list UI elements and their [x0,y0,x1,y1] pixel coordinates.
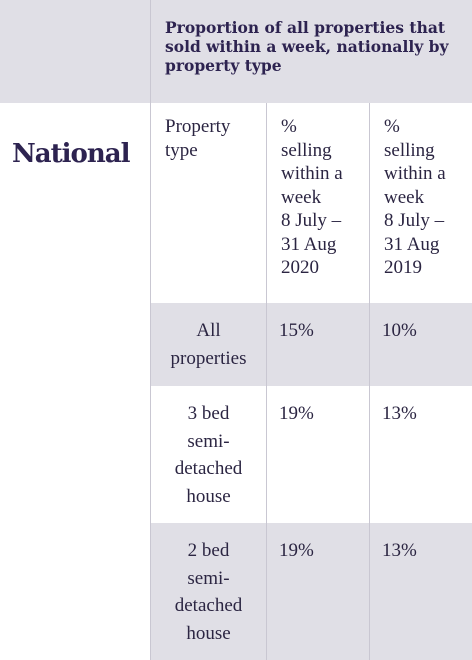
table-row-value-2020: 19% [266,523,369,660]
column-header-property-type: Property type [150,103,266,303]
table-row-type: 2 bed semi- detached house [150,523,266,660]
table-row-value-2019: 13% [369,386,472,523]
table-row-type: 3 bed semi- detached house [150,386,266,523]
table-row-value-2020: 15% [266,303,369,386]
table-row-value-2019: 10% [369,303,472,386]
column-header-2020: % selling within a week 8 July – 31 Aug … [266,103,369,303]
region-label: National [12,139,130,169]
table-corner [0,0,150,103]
table-row-type: All properties [150,303,266,386]
column-header-2019: % selling within a week 8 July – 31 Aug … [369,103,472,303]
table-row-value-2020: 19% [266,386,369,523]
table-title: Proportion of all properties that sold w… [150,0,472,103]
table-row-value-2019: 13% [369,523,472,660]
